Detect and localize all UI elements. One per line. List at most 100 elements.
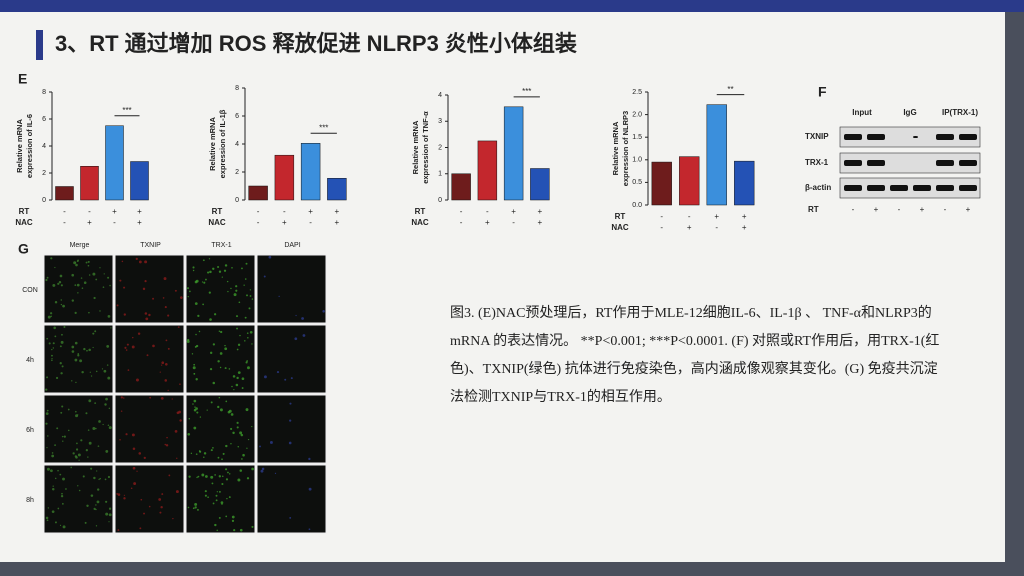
micrograph-speck — [217, 405, 220, 409]
micrograph-speck — [251, 343, 253, 345]
micrograph-speck — [87, 264, 90, 267]
row-label: NAC — [15, 218, 33, 227]
micrograph-speck — [99, 267, 101, 269]
micrograph-speck — [132, 447, 136, 451]
significance-label: ** — [727, 85, 733, 94]
micrograph-speck — [236, 348, 239, 351]
micrograph-speck — [61, 435, 64, 438]
blot-strip — [839, 177, 981, 199]
treatment-sign: + — [335, 218, 340, 227]
micrograph-speck — [241, 267, 243, 270]
micrograph — [256, 464, 327, 534]
micrograph-speck — [126, 343, 129, 346]
significance-label: *** — [122, 106, 131, 115]
micrograph-speck — [260, 469, 264, 473]
micrograph-speck — [224, 367, 227, 370]
micrograph — [256, 324, 327, 394]
micrograph-speck — [161, 361, 165, 365]
micrograph-speck — [51, 359, 53, 362]
micrograph-speck — [230, 287, 232, 290]
micrograph-speck — [54, 335, 57, 338]
panel-label: G — [18, 241, 29, 257]
y-axis-label: Relative mRNA — [411, 120, 420, 174]
micrograph-speck — [152, 297, 155, 300]
micrograph-speck — [71, 345, 75, 349]
micrograph-speck — [221, 503, 223, 505]
micrograph-speck — [195, 453, 198, 455]
micrograph-speck — [75, 263, 78, 267]
bar — [477, 140, 498, 201]
micrograph-speck — [49, 312, 53, 315]
treatment-sign: + — [87, 218, 92, 227]
row-label: RT — [615, 212, 626, 221]
micrograph — [43, 394, 114, 464]
micrograph-speck — [57, 469, 59, 472]
micrograph-speck — [210, 475, 214, 479]
micrograph-speck — [85, 449, 88, 452]
micrograph-speck — [174, 289, 177, 292]
micrograph-speck — [71, 273, 75, 277]
micrograph-speck — [159, 371, 161, 373]
micrograph-speck — [99, 477, 101, 480]
micrograph-speck — [244, 278, 247, 280]
micrograph-speck — [197, 508, 199, 511]
micrograph-speck — [233, 389, 235, 391]
micrograph-speck — [87, 456, 89, 458]
micrograph-speck — [101, 368, 104, 370]
treatment-sign: - — [898, 205, 901, 214]
micrograph-speck — [46, 519, 49, 522]
micrograph-speck — [187, 295, 189, 298]
micrograph-speck — [246, 447, 248, 449]
blot-band — [844, 185, 862, 191]
micrograph-speck — [201, 473, 205, 477]
micrograph-speck — [51, 510, 55, 513]
y-tick-label: 4 — [42, 143, 46, 150]
micrograph-speck — [132, 336, 134, 339]
treatment-sign: - — [660, 223, 663, 232]
micrograph-speck — [174, 429, 178, 433]
blot-band — [844, 134, 862, 140]
treatment-sign: - — [63, 218, 66, 227]
y-tick-label: 0 — [438, 197, 442, 204]
micrograph-speck — [194, 406, 196, 408]
micrograph-speck — [95, 427, 97, 430]
micrograph-speck — [220, 501, 224, 504]
micrograph-speck — [119, 438, 121, 441]
micrograph-speck — [59, 362, 62, 365]
micrograph-speck — [47, 435, 49, 437]
micrograph-speck — [96, 470, 98, 472]
micrograph-speck — [120, 410, 123, 412]
micrograph-speck — [301, 317, 304, 320]
y-axis-label: Relative mRNA — [208, 117, 217, 171]
blot-band — [913, 136, 918, 138]
row-label: RT — [415, 207, 426, 216]
micrograph-speck — [59, 524, 62, 526]
micrograph-speck — [230, 443, 232, 445]
micrograph-speck — [130, 487, 133, 490]
micrograph-speck — [164, 379, 168, 382]
micrograph-speck — [123, 494, 126, 496]
micrograph-speck — [124, 346, 127, 349]
treatment-sign: + — [966, 205, 971, 214]
micrograph-speck — [80, 439, 83, 442]
y-tick-label: 4 — [235, 141, 239, 148]
micrograph-speck — [187, 432, 191, 436]
bar — [80, 166, 99, 201]
micrograph-speck — [95, 370, 98, 373]
micrograph-speck — [176, 457, 178, 459]
treatment-sign: + — [511, 207, 516, 216]
micrograph-speck — [79, 359, 83, 363]
micrograph-speck — [246, 477, 250, 480]
micrograph-speck — [61, 365, 64, 368]
micrograph-speck — [165, 339, 168, 342]
y-tick-label: 1 — [438, 171, 442, 178]
micrograph-speck — [119, 279, 122, 282]
micrograph — [185, 254, 256, 324]
caption: 图3. (E)NAC预处理后，RT作用于MLE-12细胞IL-6、IL-1β 、… — [450, 306, 940, 405]
micrograph-speck — [140, 498, 143, 501]
micrograph-speck — [88, 274, 91, 276]
y-tick-label: 0 — [42, 197, 46, 204]
micrograph — [114, 324, 185, 394]
micrograph-speck — [203, 456, 205, 458]
